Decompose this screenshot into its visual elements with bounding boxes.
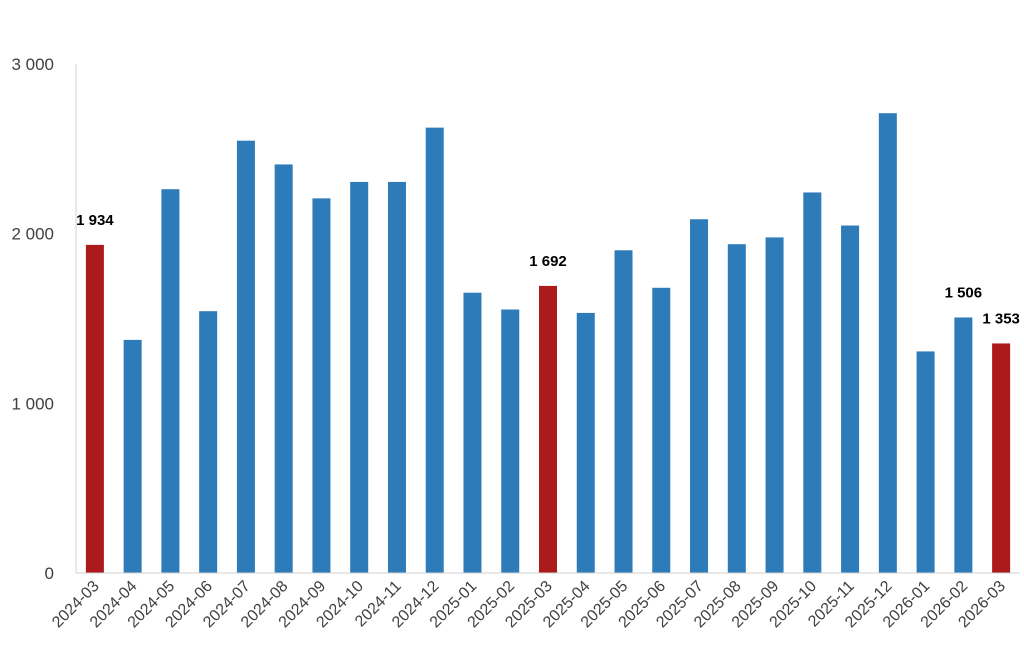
bar-2025-02 xyxy=(501,309,520,573)
bar-2025-04 xyxy=(576,312,595,573)
bar-2024-09 xyxy=(312,198,331,573)
bar-2024-12 xyxy=(425,127,444,574)
bar-2026-03 xyxy=(992,343,1011,573)
bar-2024-10 xyxy=(350,181,369,574)
bar-2025-06 xyxy=(652,287,671,573)
bar-2025-03 xyxy=(539,285,557,573)
bar-2024-06 xyxy=(199,311,218,573)
bar-2024-08 xyxy=(274,164,293,573)
bar-2024-03 xyxy=(85,244,104,574)
y-tick-label: 3 000 xyxy=(11,55,54,74)
bar-2025-08 xyxy=(727,244,746,573)
bar-2026-01 xyxy=(916,351,935,573)
bar-2026-02 xyxy=(954,317,973,573)
bar-2025-05 xyxy=(614,250,633,574)
bar-2024-11 xyxy=(387,181,406,574)
bar-2024-04 xyxy=(123,339,142,573)
bar-2025-11 xyxy=(841,225,860,573)
x-axis: 2024-032024-042024-052024-062024-072024-… xyxy=(49,572,1020,631)
bar-2025-12 xyxy=(878,113,897,573)
bar-2024-07 xyxy=(236,140,255,573)
bar-2025-09 xyxy=(765,237,784,573)
data-labels: 1 934 1 692 1 506 1 353 xyxy=(76,212,1020,328)
bar-2025-07 xyxy=(690,219,709,573)
y-axis: 0 1 000 2 000 3 000 xyxy=(11,55,77,583)
bars xyxy=(85,113,1011,574)
data-label: 1 353 xyxy=(982,310,1020,327)
bar-2025-10 xyxy=(803,192,822,573)
data-label: 1 506 xyxy=(945,284,983,301)
bar-2024-05 xyxy=(161,189,180,573)
data-label: 1 692 xyxy=(529,253,567,270)
data-label: 1 934 xyxy=(76,212,114,229)
bar-2025-01 xyxy=(463,292,482,573)
y-tick-label: 0 xyxy=(45,564,54,583)
y-tick-label: 1 000 xyxy=(11,394,54,413)
y-tick-label: 2 000 xyxy=(11,225,54,244)
